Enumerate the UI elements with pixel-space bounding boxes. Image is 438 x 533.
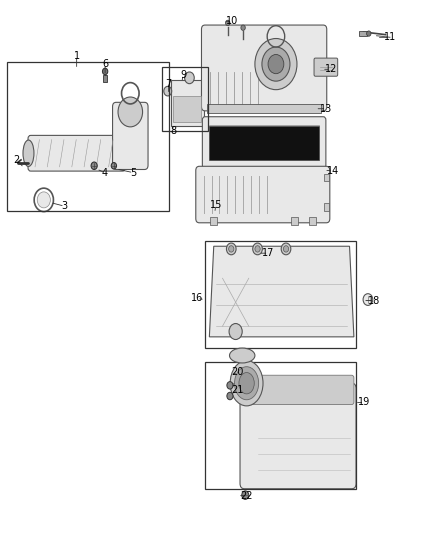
Bar xyxy=(7,62,169,211)
Text: 11: 11 xyxy=(384,33,396,42)
Circle shape xyxy=(227,382,233,389)
Circle shape xyxy=(229,324,242,340)
FancyBboxPatch shape xyxy=(314,58,338,76)
FancyBboxPatch shape xyxy=(113,102,148,169)
Text: 5: 5 xyxy=(131,168,137,177)
Circle shape xyxy=(281,243,291,255)
FancyBboxPatch shape xyxy=(196,166,330,223)
Text: 12: 12 xyxy=(325,64,337,74)
Bar xyxy=(205,362,356,489)
Text: 22: 22 xyxy=(240,491,253,500)
Bar xyxy=(291,217,298,225)
Bar xyxy=(162,67,208,131)
Circle shape xyxy=(283,246,289,252)
Bar xyxy=(207,104,321,113)
Circle shape xyxy=(164,86,172,96)
Circle shape xyxy=(91,162,97,169)
FancyBboxPatch shape xyxy=(202,117,326,168)
FancyBboxPatch shape xyxy=(28,135,125,171)
Text: 21: 21 xyxy=(232,385,244,395)
Text: 16: 16 xyxy=(191,294,203,303)
Text: 2: 2 xyxy=(14,155,20,165)
Polygon shape xyxy=(209,246,354,337)
Text: 17: 17 xyxy=(262,248,275,258)
Bar xyxy=(309,217,316,225)
Circle shape xyxy=(118,97,143,127)
Circle shape xyxy=(111,163,117,169)
Circle shape xyxy=(255,246,260,252)
Circle shape xyxy=(227,392,233,400)
Text: 10: 10 xyxy=(226,17,238,26)
Text: 14: 14 xyxy=(327,166,339,175)
Circle shape xyxy=(226,243,236,255)
Circle shape xyxy=(367,31,371,36)
Text: 1: 1 xyxy=(74,51,80,61)
Ellipse shape xyxy=(23,140,34,166)
Text: 7: 7 xyxy=(166,79,172,88)
Circle shape xyxy=(363,294,373,305)
FancyBboxPatch shape xyxy=(242,375,354,405)
Bar xyxy=(103,75,107,82)
Bar xyxy=(171,80,204,126)
Circle shape xyxy=(226,20,230,26)
Bar xyxy=(173,96,201,122)
Circle shape xyxy=(184,72,194,84)
Bar xyxy=(210,217,217,225)
Circle shape xyxy=(268,54,284,74)
Circle shape xyxy=(37,192,50,208)
Bar xyxy=(205,241,356,348)
Bar xyxy=(324,174,329,181)
Circle shape xyxy=(255,38,297,90)
Text: 4: 4 xyxy=(102,168,108,177)
FancyBboxPatch shape xyxy=(240,383,356,489)
Circle shape xyxy=(229,246,234,252)
Ellipse shape xyxy=(235,367,258,400)
Bar xyxy=(359,31,367,36)
Text: 9: 9 xyxy=(180,70,186,79)
Text: 15: 15 xyxy=(210,200,222,209)
Circle shape xyxy=(241,25,245,30)
Text: 8: 8 xyxy=(170,126,176,136)
Text: 19: 19 xyxy=(358,398,371,407)
FancyBboxPatch shape xyxy=(201,25,327,111)
Ellipse shape xyxy=(230,360,263,406)
Text: 18: 18 xyxy=(367,296,380,305)
Ellipse shape xyxy=(230,348,255,363)
Bar xyxy=(209,126,319,160)
Bar xyxy=(324,203,329,211)
Text: 3: 3 xyxy=(62,201,68,211)
Circle shape xyxy=(102,68,108,75)
Circle shape xyxy=(242,491,249,499)
Text: 20: 20 xyxy=(232,367,244,377)
Circle shape xyxy=(262,47,290,81)
Text: 13: 13 xyxy=(320,104,332,114)
Circle shape xyxy=(253,243,262,255)
Text: 6: 6 xyxy=(102,59,108,69)
Ellipse shape xyxy=(239,373,254,394)
